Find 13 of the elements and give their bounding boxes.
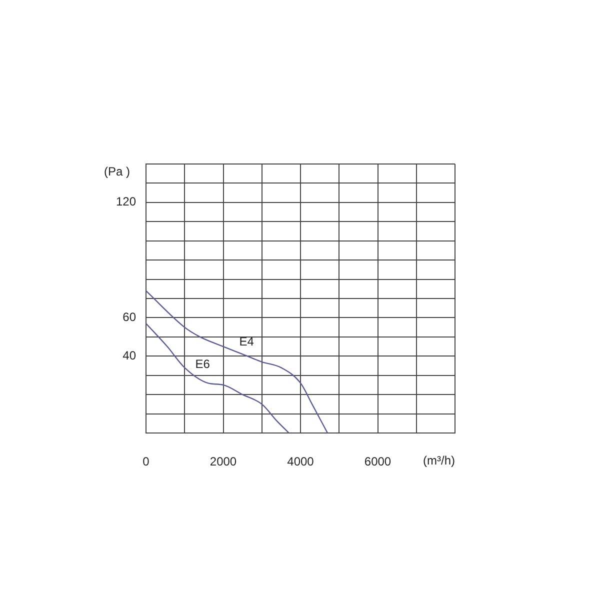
line-series [146, 322, 290, 433]
x-axis-title: (m³/h) [423, 453, 455, 468]
x-tick-label: 6000 [364, 454, 392, 469]
y-tick-label: 40 [122, 348, 136, 362]
line-series [146, 290, 328, 433]
y-tick-label: 120 [116, 194, 136, 209]
series-label: E6 [195, 356, 210, 371]
x-tick-label: 2000 [210, 454, 237, 469]
x-tick-label: 4000 [287, 454, 314, 469]
y-tick-label: 60 [122, 310, 136, 324]
x-tick-label: 0 [142, 454, 150, 469]
series-label: E4 [239, 334, 254, 349]
y-axis-title: (Pa ) [104, 164, 130, 178]
